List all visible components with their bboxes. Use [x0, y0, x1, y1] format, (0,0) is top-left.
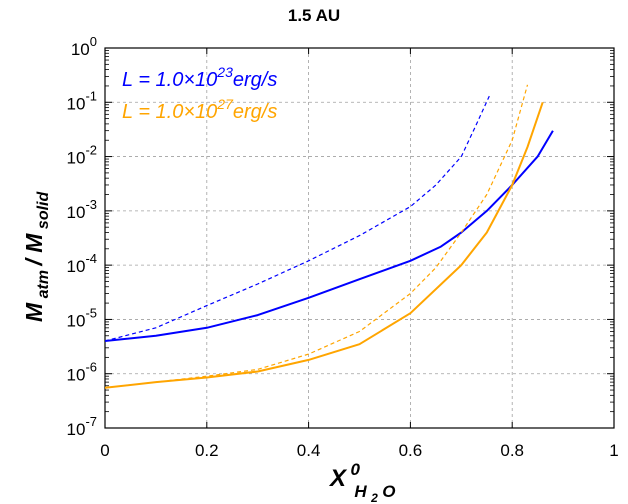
- y-label-part2: M: [21, 233, 47, 253]
- legend-entry-1: L = 1.0×1023erg/s: [122, 64, 277, 91]
- y-tick-label: 10-6: [67, 360, 97, 385]
- chart-title: 1.5 AU: [287, 6, 341, 25]
- x-tick-label: 1: [609, 441, 618, 460]
- legend: L = 1.0×1023erg/s L = 1.0×1027erg/s: [122, 64, 277, 123]
- x-label-sub: H: [354, 482, 367, 501]
- x-axis-label: X 0 H 2 O: [328, 460, 396, 504]
- y-label-part2-sub: solid: [35, 191, 52, 230]
- y-tick-label: 10-3: [67, 197, 97, 222]
- y-axis-label: M atm / M solid: [21, 191, 52, 323]
- series-line-4-dashed: [105, 84, 529, 389]
- y-tick-label: 10-1: [67, 88, 97, 113]
- y-tick-label: 10-5: [67, 305, 97, 330]
- x-tick-labels: 0 0.2 0.4 0.6 0.8 1: [100, 441, 618, 460]
- x-label-main: X: [328, 465, 348, 492]
- y-label-sep: /: [21, 253, 47, 267]
- y-label-part1-sub: atm: [35, 270, 52, 298]
- x-label-sup: 0: [350, 460, 360, 479]
- x-tick-label: 0: [100, 441, 109, 460]
- series-line-3-solid: [105, 101, 544, 389]
- x-tick-label: 0.6: [399, 441, 423, 460]
- series-lines: [105, 84, 554, 389]
- x-label-sub2: 2: [370, 491, 378, 504]
- y-tick-label: 10-4: [67, 251, 97, 276]
- plot-frame: [104, 47, 615, 429]
- x-tick-label: 0.2: [195, 441, 219, 460]
- y-tick-label: 100: [71, 34, 97, 59]
- y-tick-labels: 100 10-1 10-2 10-3 10-4 10-5 10-6 10-7: [67, 34, 97, 439]
- x-tick-label: 0.8: [500, 441, 524, 460]
- series-line-2-dashed: [105, 95, 490, 342]
- tick-marks: [104, 47, 615, 429]
- y-label-part1: M: [21, 302, 47, 322]
- x-label-sub3: O: [382, 482, 395, 501]
- legend-entry-2: L = 1.0×1027erg/s: [122, 96, 277, 123]
- grid-lines: [105, 48, 614, 428]
- series-line-1-solid: [105, 130, 554, 342]
- y-tick-label: 10-2: [67, 143, 97, 168]
- y-tick-label: 10-7: [67, 414, 97, 439]
- x-tick-label: 0.4: [297, 441, 321, 460]
